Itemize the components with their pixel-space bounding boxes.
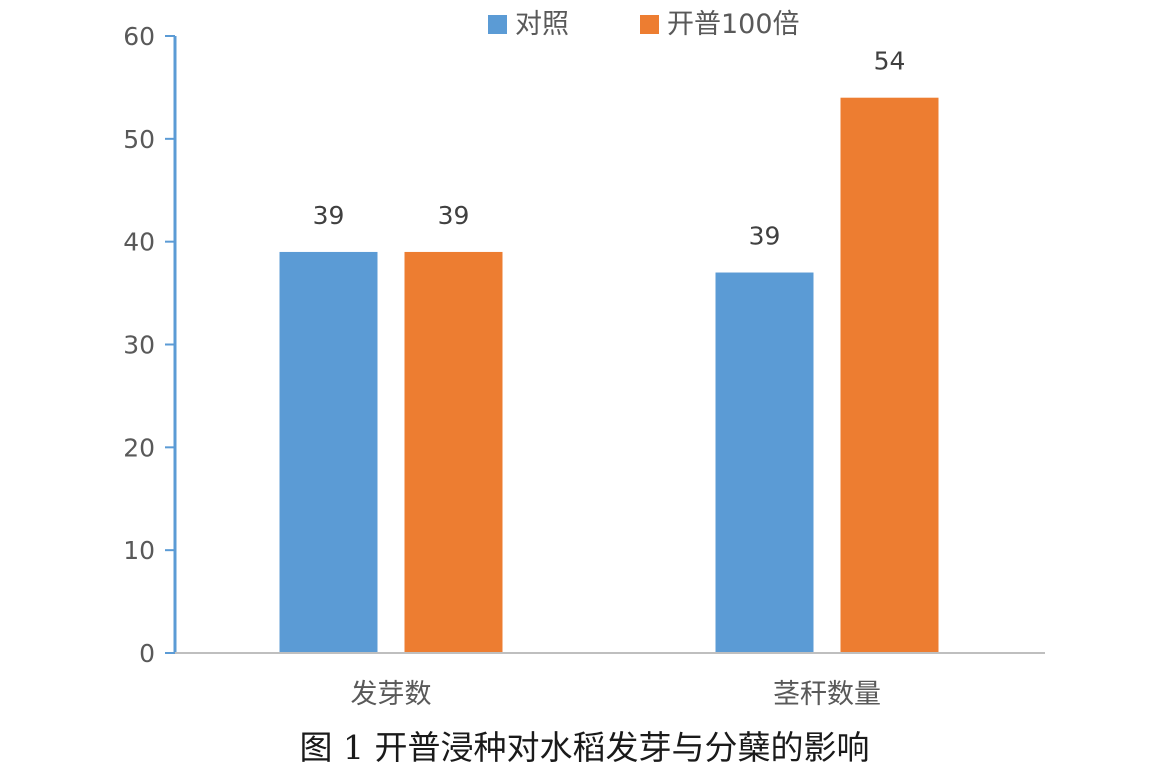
bar-value-label: 54 bbox=[874, 47, 906, 76]
bar-value-label: 39 bbox=[749, 222, 781, 251]
y-tick-label: 60 bbox=[123, 22, 155, 51]
legend-label: 对照 bbox=[515, 9, 569, 40]
bar-chart: 对照 开普100倍 0 10 20 30 40 50 60 39 39 39 54 发芽数 茎秆数量 bbox=[123, 9, 1045, 710]
y-tick-label: 20 bbox=[123, 433, 155, 462]
legend: 对照 开普100倍 bbox=[488, 9, 800, 40]
y-tick-label: 40 bbox=[123, 228, 155, 257]
x-category-label: 发芽数 bbox=[351, 679, 432, 710]
bar-value-label: 39 bbox=[438, 201, 470, 230]
bar-value-label: 39 bbox=[313, 201, 345, 230]
data-labels: 39 39 39 54 bbox=[313, 47, 906, 251]
bar-treatment bbox=[840, 97, 939, 653]
x-axis-categories: 发芽数 茎秆数量 bbox=[351, 679, 882, 710]
legend-label: 开普100倍 bbox=[667, 9, 800, 40]
legend-swatch bbox=[488, 15, 507, 34]
bars bbox=[279, 97, 939, 653]
y-tick-label: 30 bbox=[123, 331, 155, 360]
legend-swatch bbox=[640, 15, 659, 34]
y-tick-label: 10 bbox=[123, 536, 155, 565]
y-tick-label: 50 bbox=[123, 125, 155, 154]
y-tick-label: 0 bbox=[139, 639, 155, 668]
bar-control bbox=[279, 251, 378, 653]
figure-caption: 图 1 开普浸种对水稻发芽与分蘖的影响 bbox=[299, 728, 870, 767]
x-category-label: 茎秆数量 bbox=[773, 679, 881, 710]
bar-control bbox=[715, 272, 814, 653]
y-axis-ticks: 0 10 20 30 40 50 60 bbox=[123, 22, 175, 668]
bar-treatment bbox=[404, 251, 503, 653]
